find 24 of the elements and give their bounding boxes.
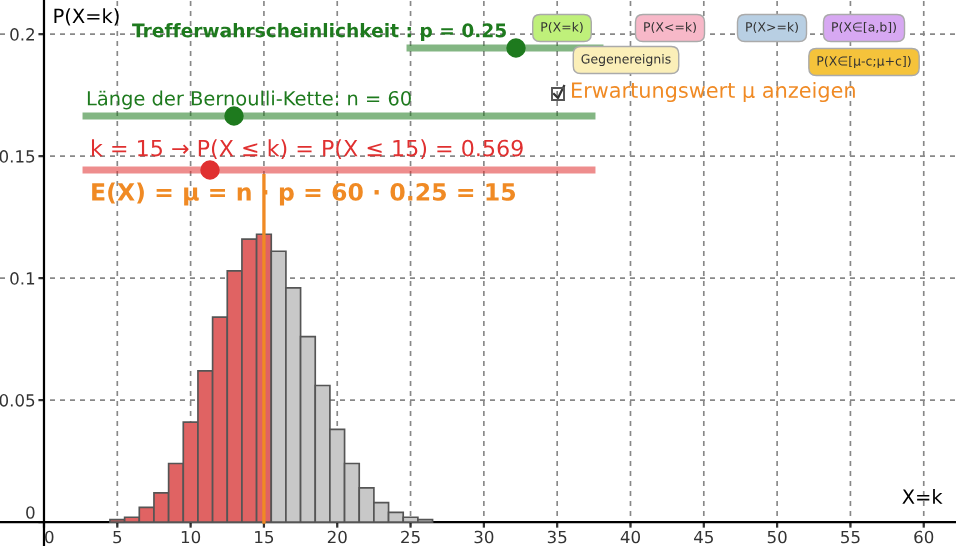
x-tick-label: 25 [401,530,420,544]
x-tick-label: 10 [181,530,201,544]
annotation: Trefferwahrscheinlichkeit : p = 0.25 [132,22,506,42]
x-tick-label: 50 [767,530,787,544]
x-tick-label: 30 [474,530,494,544]
y-tick-label: 0.2 [10,28,34,41]
x-tick-label: 15 [255,530,274,544]
annotation: Länge der Bernoulli-Kette: n = 60 [87,90,411,110]
x-tick-label: 20 [327,530,347,544]
annotation: Erwartungswert μ anzeigen [572,81,855,103]
y-tick-label: 0.15 [0,150,35,163]
x-tick-label: 45 [694,530,713,544]
x-axis-title: X=k [902,488,943,504]
y-axis-title: P(X=k) [54,8,119,26]
x-tick-label: 40 [620,530,640,544]
x-tick-label: 55 [841,530,860,544]
annotation: k = 15 → P(X ≤ k) = P(X ≤ 15) = 0.569 [92,139,523,160]
x-tick-label: 35 [547,530,567,544]
x-tick-label: 5 [113,530,122,544]
y-tick-label: 0.1 [10,272,35,285]
y-tick-label: 0 [26,506,35,519]
x-tick-label: 60 [914,530,934,544]
x-tick-label: 0 [45,530,54,544]
y-tick-label: 0.05 [0,394,35,407]
